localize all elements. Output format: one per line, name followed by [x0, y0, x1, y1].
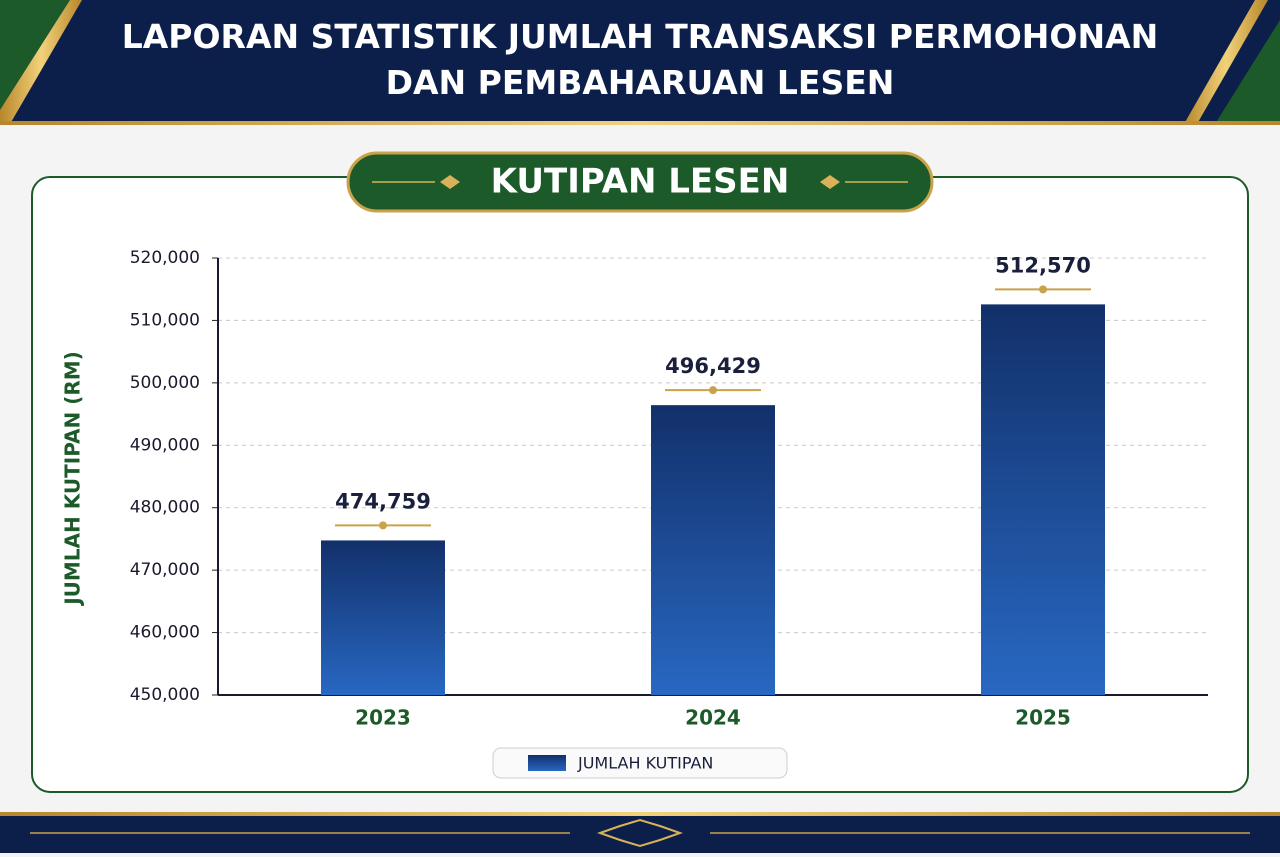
legend-label: JUMLAH KUTIPAN: [577, 754, 713, 773]
label-dot: [379, 521, 387, 530]
y-tick-label: 460,000: [130, 623, 200, 643]
subtitle-badge: [346, 151, 934, 213]
bar: [321, 540, 445, 695]
data-label: 512,570: [995, 253, 1091, 277]
corner: [1215, 0, 1280, 124]
corner-stripe: [1184, 0, 1268, 124]
x-tick-label: 2025: [1015, 706, 1071, 730]
corner-stripe: [0, 0, 82, 124]
title-wrap: LAPORAN STATISTIK JUMLAH TRANSAKSI PERMO…: [121, 17, 1159, 102]
y-tick-label: 450,000: [130, 685, 200, 705]
footer-band: [0, 816, 1280, 853]
y-tick-label: 480,000: [130, 498, 200, 518]
bar: [981, 304, 1105, 695]
footer-rule: [0, 812, 1280, 816]
y-tick-label: 470,000: [130, 560, 200, 580]
y-tick-label: 500,000: [130, 373, 200, 393]
footer-ornament: [596, 818, 684, 848]
y-axis-label: JUMLAH KUTIPAN (RM): [61, 351, 85, 607]
chart-subtitle: KUTIPAN LESEN: [491, 162, 790, 202]
badge-ornament: [820, 175, 840, 189]
data-label: 496,429: [665, 354, 761, 378]
label-dot: [709, 386, 717, 395]
y-tick-label: 490,000: [130, 435, 200, 455]
y-tick-label: 520,000: [130, 248, 200, 268]
label-dot: [1039, 285, 1047, 294]
x-tick-label: 2023: [355, 706, 411, 730]
header-rule: [0, 121, 1280, 125]
chart-title: LAPORAN STATISTIK JUMLAH TRANSAKSI PERMO…: [121, 17, 1159, 102]
data-label: 474,759: [335, 489, 431, 513]
x-tick-label: 2024: [685, 706, 741, 730]
legend-swatch: [528, 755, 566, 771]
bar: [651, 405, 775, 695]
header-band: [0, 0, 1280, 124]
y-tick-label: 510,000: [130, 310, 200, 330]
badge-ornament: [440, 175, 460, 189]
legend-box: [492, 747, 788, 779]
